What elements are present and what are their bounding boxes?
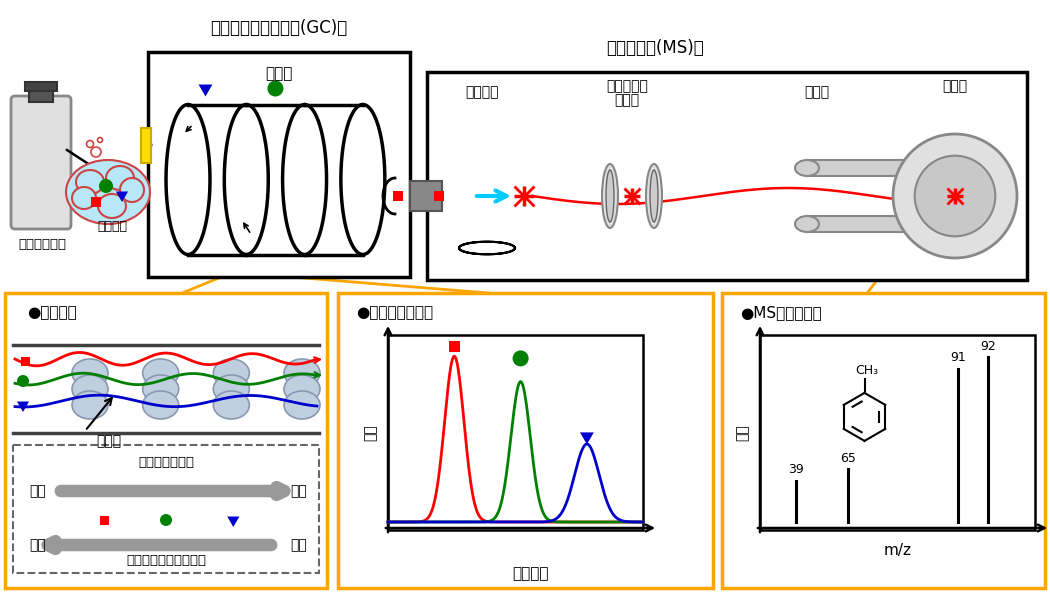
- Text: 質量分析計(MS)部: 質量分析計(MS)部: [606, 39, 704, 57]
- Circle shape: [160, 514, 172, 526]
- Circle shape: [915, 156, 995, 236]
- Ellipse shape: [606, 170, 614, 222]
- Text: 溶出速度（保持時間）: 溶出速度（保持時間）: [126, 555, 206, 568]
- Text: 92: 92: [981, 340, 996, 352]
- Ellipse shape: [112, 179, 148, 209]
- Text: ●クロマトグラム: ●クロマトグラム: [356, 305, 433, 321]
- Circle shape: [17, 375, 29, 387]
- Ellipse shape: [72, 187, 96, 209]
- Ellipse shape: [72, 391, 108, 419]
- Ellipse shape: [934, 160, 959, 176]
- Text: 弱い: 弱い: [29, 484, 46, 498]
- Bar: [434, 191, 444, 201]
- Text: カラム: カラム: [266, 67, 293, 82]
- Ellipse shape: [106, 166, 134, 190]
- Ellipse shape: [93, 192, 133, 220]
- Bar: [448, 341, 460, 352]
- Text: レンズ: レンズ: [614, 93, 639, 107]
- Circle shape: [512, 350, 528, 367]
- Ellipse shape: [66, 160, 150, 224]
- Bar: [410, 181, 442, 211]
- Text: イオン化: イオン化: [465, 85, 499, 99]
- Text: 65: 65: [840, 452, 856, 465]
- Ellipse shape: [76, 170, 104, 194]
- Text: ●分離機構: ●分離機構: [27, 305, 77, 321]
- Bar: [807, 216, 947, 232]
- Bar: [427, 72, 1027, 280]
- Ellipse shape: [284, 359, 320, 387]
- Text: 強度: 強度: [363, 424, 377, 441]
- Ellipse shape: [213, 391, 249, 419]
- Circle shape: [892, 134, 1017, 258]
- Ellipse shape: [284, 391, 320, 419]
- Ellipse shape: [72, 375, 108, 403]
- Bar: [5, 293, 327, 588]
- Text: 充填剤: 充填剤: [96, 434, 121, 448]
- Text: フォーカス: フォーカス: [606, 79, 648, 93]
- Text: キャリアガス: キャリアガス: [18, 239, 66, 252]
- Bar: [101, 515, 109, 525]
- Ellipse shape: [795, 216, 819, 232]
- Ellipse shape: [143, 359, 178, 387]
- Ellipse shape: [68, 166, 112, 202]
- Bar: [722, 293, 1045, 588]
- Ellipse shape: [284, 375, 320, 403]
- Ellipse shape: [646, 164, 662, 228]
- Text: 強い: 強い: [290, 484, 307, 498]
- Text: 強度: 強度: [735, 424, 749, 441]
- Text: 四重極: 四重極: [804, 85, 830, 99]
- Ellipse shape: [650, 170, 658, 222]
- Bar: [807, 160, 947, 176]
- Ellipse shape: [143, 391, 178, 419]
- Bar: [760, 335, 1035, 530]
- Ellipse shape: [103, 164, 143, 196]
- Text: 速い: 速い: [29, 538, 46, 552]
- Ellipse shape: [84, 162, 116, 190]
- Text: 検出器: 検出器: [943, 79, 967, 93]
- Ellipse shape: [602, 164, 618, 228]
- Text: CH₃: CH₃: [855, 364, 878, 377]
- Text: 保持時間: 保持時間: [512, 566, 549, 581]
- Bar: [91, 197, 101, 207]
- Circle shape: [99, 179, 113, 193]
- Text: 相互作用の強さ: 相互作用の強さ: [138, 456, 194, 469]
- Text: ガスクロマトグラフ(GC)部: ガスクロマトグラフ(GC)部: [210, 19, 348, 37]
- Bar: [21, 356, 29, 365]
- Ellipse shape: [120, 178, 144, 202]
- Bar: [29, 88, 52, 102]
- Circle shape: [268, 80, 284, 96]
- Ellipse shape: [98, 194, 126, 218]
- Text: 39: 39: [788, 464, 803, 476]
- Text: 遅い: 遅い: [290, 538, 307, 552]
- Bar: [388, 335, 643, 530]
- Ellipse shape: [72, 359, 108, 387]
- Text: 試料導入: 試料導入: [97, 220, 127, 233]
- Ellipse shape: [795, 160, 819, 176]
- Ellipse shape: [213, 375, 249, 403]
- Ellipse shape: [72, 186, 104, 214]
- Text: m/z: m/z: [883, 543, 911, 558]
- Bar: [393, 191, 403, 201]
- Bar: [13, 445, 319, 573]
- Text: 91: 91: [950, 351, 966, 364]
- Bar: [141, 128, 151, 163]
- FancyBboxPatch shape: [10, 96, 71, 229]
- Bar: [338, 293, 713, 588]
- Bar: [25, 82, 57, 91]
- Ellipse shape: [213, 359, 249, 387]
- Bar: [148, 52, 410, 277]
- Text: ●MSスペクトル: ●MSスペクトル: [740, 305, 822, 321]
- Ellipse shape: [143, 375, 178, 403]
- Ellipse shape: [934, 216, 959, 232]
